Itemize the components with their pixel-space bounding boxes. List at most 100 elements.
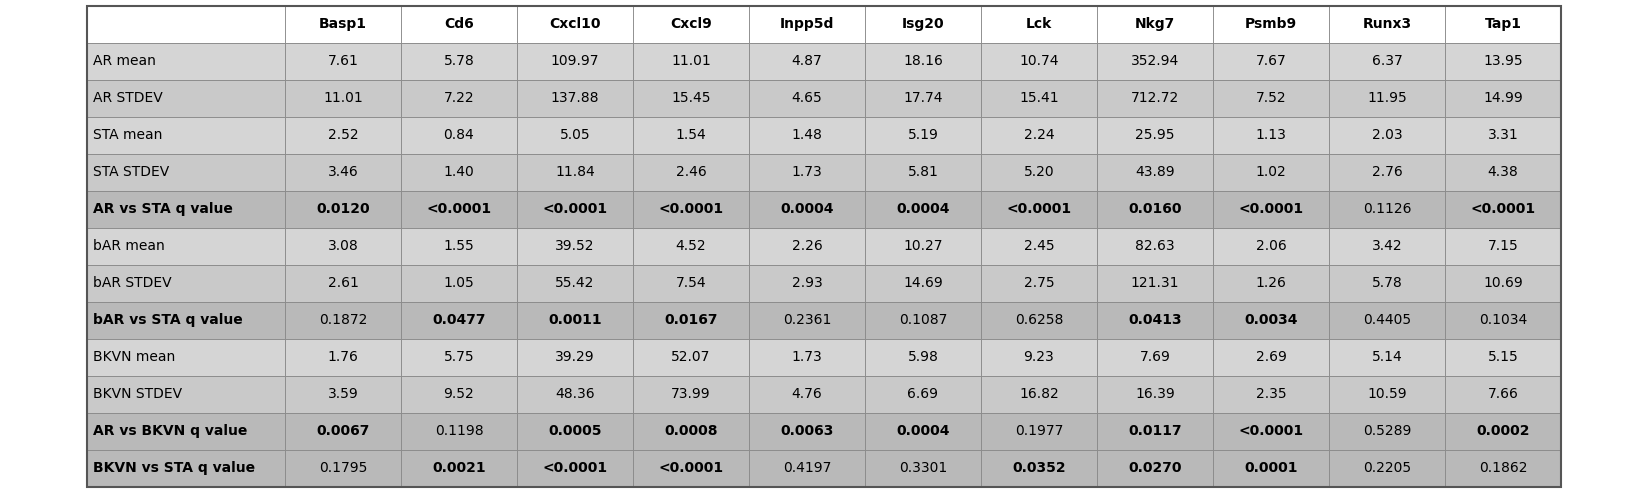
Text: 7.66: 7.66 xyxy=(1488,387,1518,401)
Bar xyxy=(87,375,285,412)
Bar xyxy=(633,5,748,42)
Text: 1.73: 1.73 xyxy=(791,165,822,179)
Text: 352.94: 352.94 xyxy=(1131,54,1178,68)
Bar xyxy=(400,227,517,265)
Text: 7.69: 7.69 xyxy=(1139,350,1170,364)
Bar xyxy=(517,375,633,412)
Bar xyxy=(517,80,633,117)
Text: 3.08: 3.08 xyxy=(328,239,358,253)
Text: <0.0001: <0.0001 xyxy=(542,461,608,475)
Bar xyxy=(1328,338,1445,375)
Bar xyxy=(865,5,981,42)
Text: 2.75: 2.75 xyxy=(1023,276,1055,290)
Text: 5.20: 5.20 xyxy=(1023,165,1055,179)
Bar xyxy=(87,80,285,117)
Text: <0.0001: <0.0001 xyxy=(542,202,608,216)
Bar xyxy=(633,265,748,302)
Text: 39.29: 39.29 xyxy=(555,350,595,364)
Bar xyxy=(285,302,400,338)
Bar xyxy=(1098,338,1213,375)
Text: 0.4405: 0.4405 xyxy=(1363,313,1411,327)
Bar xyxy=(748,450,865,487)
Text: 17.74: 17.74 xyxy=(903,91,943,105)
Text: 0.0477: 0.0477 xyxy=(432,313,486,327)
Bar xyxy=(748,80,865,117)
Bar xyxy=(285,42,400,80)
Text: 0.1872: 0.1872 xyxy=(318,313,368,327)
Text: 0.0004: 0.0004 xyxy=(897,202,949,216)
Text: Isg20: Isg20 xyxy=(901,17,944,31)
Bar xyxy=(748,375,865,412)
Text: 1.05: 1.05 xyxy=(443,276,475,290)
Bar xyxy=(865,117,981,154)
Text: Cxcl10: Cxcl10 xyxy=(549,17,602,31)
Bar xyxy=(87,265,285,302)
Text: 52.07: 52.07 xyxy=(671,350,710,364)
Bar xyxy=(1328,450,1445,487)
Text: 0.6258: 0.6258 xyxy=(1015,313,1063,327)
Bar xyxy=(517,265,633,302)
Text: 137.88: 137.88 xyxy=(550,91,600,105)
Bar xyxy=(1098,5,1213,42)
Bar xyxy=(1328,302,1445,338)
Bar xyxy=(1328,265,1445,302)
Text: 9.52: 9.52 xyxy=(443,387,475,401)
Bar xyxy=(1213,42,1328,80)
Text: 0.0034: 0.0034 xyxy=(1244,313,1297,327)
Text: 1.02: 1.02 xyxy=(1256,165,1287,179)
Bar xyxy=(633,412,748,450)
Text: <0.0001: <0.0001 xyxy=(427,202,491,216)
Text: 0.2205: 0.2205 xyxy=(1363,461,1411,475)
Bar xyxy=(865,190,981,227)
Bar xyxy=(865,227,981,265)
Bar xyxy=(517,227,633,265)
Bar xyxy=(748,117,865,154)
Bar xyxy=(865,450,981,487)
Text: <0.0001: <0.0001 xyxy=(1470,202,1536,216)
Text: 2.93: 2.93 xyxy=(791,276,822,290)
Text: 13.95: 13.95 xyxy=(1483,54,1523,68)
Bar xyxy=(633,190,748,227)
Text: 11.01: 11.01 xyxy=(323,91,363,105)
Text: 4.52: 4.52 xyxy=(676,239,707,253)
Text: 55.42: 55.42 xyxy=(555,276,595,290)
Bar xyxy=(633,227,748,265)
Text: 2.69: 2.69 xyxy=(1256,350,1287,364)
Bar xyxy=(517,302,633,338)
Text: AR mean: AR mean xyxy=(92,54,157,68)
Bar xyxy=(1213,190,1328,227)
Text: 1.54: 1.54 xyxy=(676,128,707,142)
Text: 3.46: 3.46 xyxy=(328,165,358,179)
Bar xyxy=(1445,117,1561,154)
Text: bAR STDEV: bAR STDEV xyxy=(92,276,171,290)
Bar xyxy=(285,265,400,302)
Bar xyxy=(981,412,1098,450)
Text: 712.72: 712.72 xyxy=(1131,91,1178,105)
Text: 0.0004: 0.0004 xyxy=(780,202,834,216)
Bar xyxy=(1213,227,1328,265)
Bar xyxy=(1098,117,1213,154)
Bar xyxy=(1213,412,1328,450)
Bar xyxy=(1098,80,1213,117)
Bar xyxy=(748,302,865,338)
Text: 7.15: 7.15 xyxy=(1488,239,1518,253)
Text: 0.0008: 0.0008 xyxy=(664,424,719,438)
Text: 2.61: 2.61 xyxy=(328,276,358,290)
Bar xyxy=(1445,302,1561,338)
Bar xyxy=(1213,117,1328,154)
Bar xyxy=(981,42,1098,80)
Text: 1.73: 1.73 xyxy=(791,350,822,364)
Bar xyxy=(87,227,285,265)
Bar xyxy=(1328,42,1445,80)
Bar xyxy=(633,154,748,190)
Text: 10.59: 10.59 xyxy=(1368,387,1407,401)
Text: BKVN vs STA q value: BKVN vs STA q value xyxy=(92,461,255,475)
Text: 39.52: 39.52 xyxy=(555,239,595,253)
Bar xyxy=(285,190,400,227)
Text: 15.41: 15.41 xyxy=(1018,91,1058,105)
Bar xyxy=(400,190,517,227)
Bar xyxy=(285,412,400,450)
Text: 0.1862: 0.1862 xyxy=(1478,461,1528,475)
Bar xyxy=(1328,80,1445,117)
Text: 2.52: 2.52 xyxy=(328,128,358,142)
